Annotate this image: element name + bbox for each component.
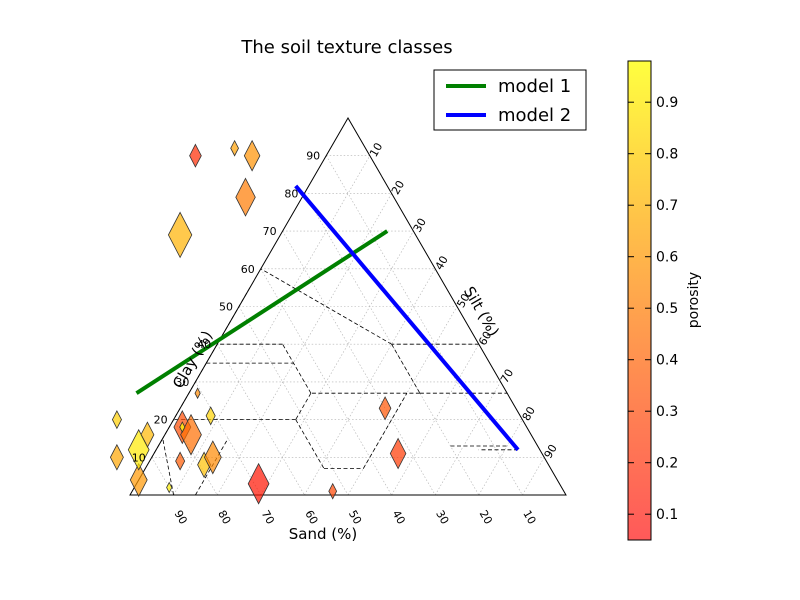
grid-line-silt [304,268,436,496]
data-point [194,387,201,400]
grid-line-silt [260,230,414,496]
sand-tick-label: 50 [346,508,364,527]
silt-tick-label: 30 [411,216,429,235]
data-point [179,421,186,433]
class-boundary [260,268,392,345]
sand-tick-label: 90 [172,508,190,527]
silt-tick-label: 40 [433,254,451,273]
silt-tick-label: 10 [367,141,385,160]
silt-tick-label: 20 [389,178,407,197]
colorbar-tick-label: 0.5 [656,301,678,317]
clay-tick-label: 80 [284,187,298,200]
sand-tick-label: 40 [390,508,408,527]
data-point [175,451,186,471]
colorbar-ramp [627,60,652,541]
data-point [167,211,193,259]
model-line-1 [135,229,389,395]
data-point [247,462,270,505]
class-boundary [162,438,174,496]
data-point [378,396,392,421]
clay-tick-label: 50 [219,301,233,314]
colorbar-tick-label: 0.3 [656,404,678,420]
sand-tick-label: 70 [259,508,277,527]
colorbar-ticks: 0.1 0.2 0.3 0.4 0.5 0.6 0.7 0.8 0.9 [628,95,678,523]
grid-line-silt [522,457,545,496]
grid-line-sand [325,155,523,496]
scatter-points [109,139,407,505]
colorbar-tick-label: 0.4 [656,353,678,369]
silt-tick-label: 80 [520,404,538,423]
colorbar-tick-label: 0.6 [656,250,678,266]
data-point [235,177,256,217]
triangle-frame [129,117,567,496]
data-point [166,481,173,494]
sand-tick-label: 10 [520,508,538,527]
grid-line-sand [216,344,305,496]
grid-line-silt [478,419,523,496]
legend-label-model-1: model 1 [498,76,571,97]
grid-line-sand [195,381,262,496]
data-point [205,406,216,426]
colorbar-tick-label: 0.9 [656,95,678,111]
class-boundary [282,343,312,394]
data-point [127,428,150,471]
data-point [243,139,261,172]
data-point [109,443,124,471]
colorbar: 0.1 0.2 0.3 0.4 0.5 0.6 0.7 0.8 0.9 porosity [627,60,702,541]
data-point [129,462,148,498]
sand-tick-label: 30 [433,508,451,527]
chart-title: The soil texture classes [240,37,452,58]
colorbar-tick-label: 0.7 [656,198,678,214]
data-point [189,143,202,168]
sand-tick-label: 60 [302,508,320,527]
grid-line-sand [238,306,349,496]
class-boundary [295,419,325,469]
model-line-2 [294,184,520,452]
grid-line-silt [173,155,371,496]
clay-tick-label: 40 [197,338,211,351]
grid-line-silt [391,344,480,496]
class-boundary [391,343,421,394]
legend-frame [433,69,587,131]
data-point [230,139,239,157]
clay-axis-label: Clay (%) [169,328,216,392]
data-point [328,482,338,500]
data-point [389,437,407,470]
legend: model 1 model 2 [433,69,587,131]
clay-tick-label: 70 [263,225,277,238]
class-boundary [362,392,408,469]
data-point [203,440,222,475]
grid-line-sand [282,230,436,496]
colorbar-tick-label: 0.2 [656,456,678,472]
silt-tick-label: 90 [542,442,560,461]
clay-tick-label: 30 [175,376,189,389]
sand-tick-label: 20 [477,508,495,527]
silt-tick-label: 70 [498,367,516,386]
clay-tick-label: 10 [132,451,146,464]
grid-line-silt [434,381,501,496]
colorbar-tick-label: 0.1 [656,507,678,523]
silt-tick-label: 60 [476,329,494,348]
silt-tick-label: 50 [454,291,472,310]
legend-label-model-2: model 2 [498,105,571,126]
sand-tick-label: 80 [215,508,233,527]
clay-tick-label: 20 [154,414,168,427]
data-point [111,410,122,430]
clay-tick-label: 90 [306,150,320,163]
class-boundary [295,393,312,420]
sand-axis-label: Sand (%) [289,525,357,543]
colorbar-tick-label: 0.8 [656,147,678,163]
colorbar-label: porosity [686,272,702,328]
clay-tick-label: 60 [241,263,255,276]
model-lines [135,184,520,452]
